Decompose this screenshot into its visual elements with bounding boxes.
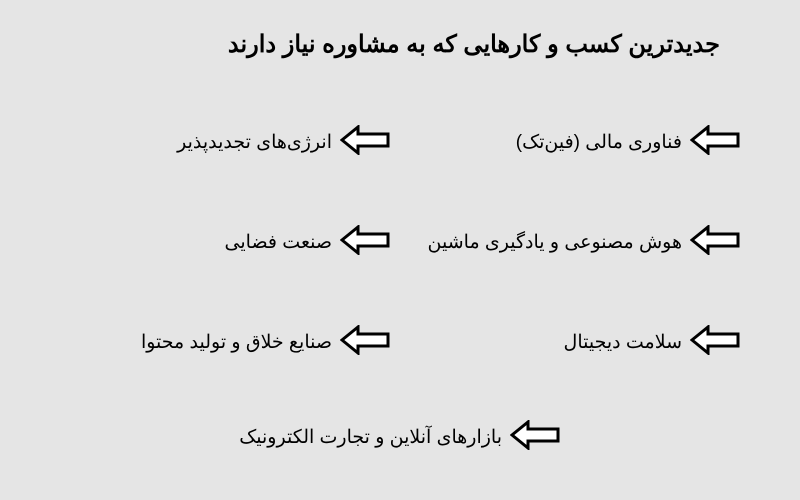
list-item-label: هوش مصنوعی و یادگیری ماشین	[428, 231, 682, 254]
arrow-left-icon	[340, 325, 390, 360]
list-item-label: سلامت دیجیتال	[564, 331, 682, 354]
list-item: انرژی‌های تجدیدپذیر	[177, 125, 390, 160]
list-item: بازارهای آنلاین و تجارت الکترونیک	[239, 420, 560, 455]
list-item-label: فناوری مالی (فین‌تک)	[516, 131, 682, 154]
list-item-label: بازارهای آنلاین و تجارت الکترونیک	[239, 426, 502, 449]
list-item-label: صنایع خلاق و تولید محتوا	[141, 331, 332, 354]
arrow-left-icon	[690, 325, 740, 360]
list-item: صنایع خلاق و تولید محتوا	[141, 325, 390, 360]
list-item-label: صنعت فضایی	[225, 231, 332, 254]
arrow-left-icon	[690, 225, 740, 260]
list-item-label: انرژی‌های تجدیدپذیر	[177, 131, 332, 154]
list-item: هوش مصنوعی و یادگیری ماشین	[428, 225, 740, 260]
list-item: صنعت فضایی	[225, 225, 390, 260]
arrow-left-icon	[340, 225, 390, 260]
arrow-left-icon	[510, 420, 560, 455]
arrow-left-icon	[340, 125, 390, 160]
list-item: سلامت دیجیتال	[564, 325, 740, 360]
arrow-left-icon	[690, 125, 740, 160]
page-title: جدیدترین کسب و کارهایی که به مشاوره نیاز…	[80, 30, 720, 59]
list-item: فناوری مالی (فین‌تک)	[516, 125, 740, 160]
